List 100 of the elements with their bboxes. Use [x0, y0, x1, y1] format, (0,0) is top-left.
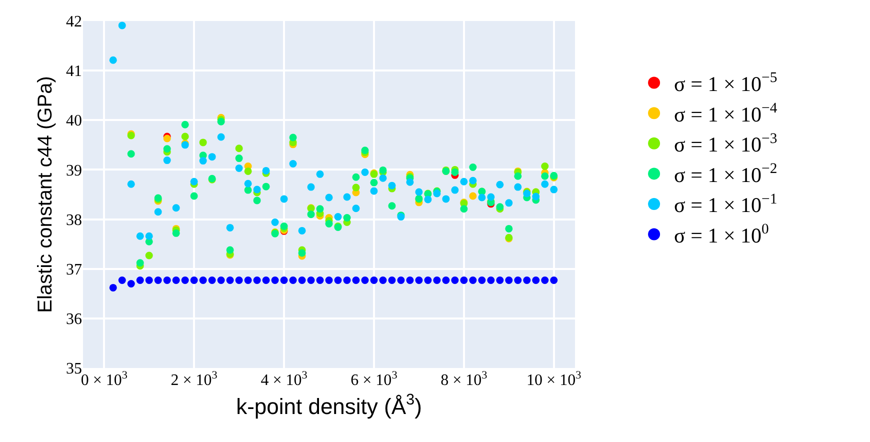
point — [190, 192, 198, 200]
point — [262, 182, 270, 190]
point — [451, 276, 459, 284]
x-axis-title: k-point density (Å$^{3}$) — [236, 392, 422, 419]
point — [334, 213, 342, 221]
point — [487, 193, 495, 201]
point — [334, 276, 342, 284]
point — [361, 276, 369, 284]
point — [298, 226, 306, 234]
point — [433, 276, 441, 284]
point — [190, 276, 198, 284]
point — [541, 276, 549, 284]
point — [136, 276, 144, 284]
point — [406, 276, 414, 284]
point — [199, 138, 207, 146]
point — [244, 276, 252, 284]
point — [226, 246, 234, 254]
x-tick-label: 0 × 10$^{3}$ — [80, 369, 128, 389]
point — [262, 166, 270, 174]
point — [343, 276, 351, 284]
point — [352, 173, 360, 181]
point — [217, 276, 225, 284]
x-tick-label: 2 × 10$^{3}$ — [170, 369, 218, 389]
legend-label: σ = 1 × 10$^{−5}$ — [674, 70, 778, 96]
point — [316, 205, 324, 213]
legend-label: σ = 1 × 10$^{0}$ — [674, 222, 769, 248]
point — [361, 168, 369, 176]
legend-label: σ = 1 × 10$^{−2}$ — [674, 161, 778, 187]
point — [127, 280, 135, 288]
legend-label: σ = 1 × 10$^{−1}$ — [674, 191, 778, 218]
point — [532, 276, 540, 284]
point — [469, 176, 477, 184]
point — [181, 276, 189, 284]
point — [460, 276, 468, 284]
point — [514, 276, 522, 284]
point — [307, 183, 315, 191]
point — [181, 120, 189, 128]
point — [325, 220, 333, 228]
point — [262, 276, 270, 284]
y-tick-label: 42 — [66, 14, 82, 31]
point — [127, 150, 135, 158]
point — [226, 224, 234, 232]
point — [289, 276, 297, 284]
point — [244, 186, 252, 194]
point — [514, 172, 522, 180]
point — [145, 232, 153, 240]
point — [118, 22, 126, 30]
point — [298, 249, 306, 257]
point — [541, 172, 549, 180]
x-tick-label: 10 × 10$^{3}$ — [526, 369, 582, 389]
point — [163, 276, 171, 284]
y-tick-label: 40 — [66, 112, 82, 130]
point — [505, 199, 513, 207]
point — [397, 276, 405, 284]
point — [145, 252, 153, 260]
point — [478, 194, 486, 202]
point — [307, 210, 315, 218]
point — [370, 276, 378, 284]
point — [496, 180, 504, 188]
point — [136, 259, 144, 267]
point — [208, 153, 216, 161]
point — [118, 276, 126, 284]
point — [163, 145, 171, 153]
point — [496, 276, 504, 284]
point — [415, 188, 423, 196]
point — [370, 187, 378, 195]
point — [154, 276, 162, 284]
point — [253, 276, 261, 284]
point — [370, 178, 378, 186]
point — [136, 232, 144, 240]
point — [316, 170, 324, 178]
point — [127, 180, 135, 188]
x-tick-label: 4 × 10$^{3}$ — [260, 369, 308, 389]
point — [226, 276, 234, 284]
point — [388, 276, 396, 284]
point — [235, 154, 243, 162]
point — [325, 194, 333, 202]
legend-label: σ = 1 × 10$^{−3}$ — [674, 130, 778, 157]
point — [199, 276, 207, 284]
point — [460, 178, 468, 186]
point — [172, 204, 180, 212]
point — [442, 276, 450, 284]
point — [424, 276, 432, 284]
point — [541, 180, 549, 188]
y-axis-title: Elastic constant c44 (GPa) — [34, 76, 56, 313]
point — [343, 193, 351, 201]
point — [505, 276, 513, 284]
point — [451, 186, 459, 194]
y-tick-label: 38 — [66, 212, 82, 229]
y-tick-label: 39 — [66, 162, 82, 180]
point — [550, 186, 558, 194]
point — [550, 276, 558, 284]
point — [388, 182, 396, 190]
point — [172, 229, 180, 237]
point — [217, 133, 225, 141]
point — [325, 276, 333, 284]
point — [469, 163, 477, 171]
point — [190, 178, 198, 186]
point — [424, 196, 432, 204]
point — [172, 276, 180, 284]
